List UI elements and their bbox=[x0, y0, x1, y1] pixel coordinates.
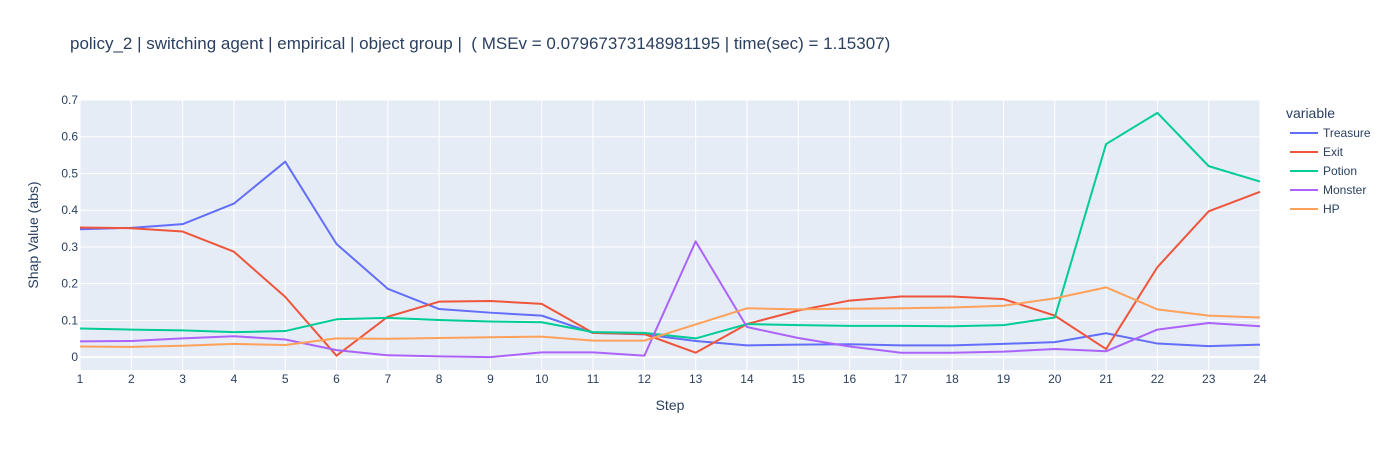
y-tick-label: 0.2 bbox=[61, 277, 78, 291]
x-tick-label: 4 bbox=[231, 372, 238, 386]
y-axis-ticks: 0 0.1 0.2 0.3 0.4 0.5 0.6 0.7 bbox=[61, 93, 78, 364]
x-tick-label: 19 bbox=[997, 372, 1011, 386]
y-tick-label: 0.4 bbox=[61, 203, 78, 217]
plot-area bbox=[80, 100, 1260, 370]
series-line-hp bbox=[79, 286, 1261, 348]
x-tick-label: 6 bbox=[333, 372, 340, 386]
series-lines bbox=[79, 111, 1261, 359]
series-line-treasure bbox=[79, 160, 1261, 348]
y-tick-label: 0.3 bbox=[61, 240, 78, 254]
x-axis-title: Step bbox=[656, 397, 685, 413]
x-tick-label: 24 bbox=[1253, 372, 1267, 386]
x-tick-label: 17 bbox=[894, 372, 908, 386]
grid-lines bbox=[79, 99, 1261, 370]
x-tick-label: 13 bbox=[689, 372, 703, 386]
x-tick-label: 15 bbox=[792, 372, 806, 386]
legend-label-exit: Exit bbox=[1323, 145, 1344, 159]
y-tick-label: 0.7 bbox=[61, 93, 78, 107]
x-tick-label: 23 bbox=[1202, 372, 1216, 386]
y-tick-label: 0 bbox=[71, 350, 78, 364]
x-tick-label: 18 bbox=[945, 372, 959, 386]
x-tick-label: 7 bbox=[384, 372, 391, 386]
x-tick-label: 22 bbox=[1151, 372, 1165, 386]
x-tick-label: 12 bbox=[638, 372, 652, 386]
x-tick-label: 2 bbox=[128, 372, 135, 386]
x-tick-label: 10 bbox=[535, 372, 549, 386]
y-axis-title: Shap Value (abs) bbox=[25, 181, 41, 288]
x-tick-label: 14 bbox=[740, 372, 754, 386]
chart-title: policy_2 | switching agent | empirical |… bbox=[70, 34, 891, 53]
x-tick-label: 16 bbox=[843, 372, 857, 386]
legend: variable Treasure Exit Potion Monster HP bbox=[1286, 105, 1371, 216]
series-line-exit bbox=[79, 190, 1261, 357]
x-tick-label: 3 bbox=[179, 372, 186, 386]
legend-label-monster: Monster bbox=[1323, 183, 1366, 197]
y-tick-label: 0.1 bbox=[61, 313, 78, 327]
x-tick-label: 5 bbox=[282, 372, 289, 386]
series-line-potion bbox=[79, 111, 1261, 340]
legend-label-potion: Potion bbox=[1323, 164, 1357, 178]
y-tick-label: 0.6 bbox=[61, 130, 78, 144]
x-axis-ticks: 1 2 3 4 5 6 7 8 9 10 11 12 13 14 15 16 17 18 19 20 21 22 23 24 bbox=[77, 372, 1267, 386]
x-tick-label: 1 bbox=[77, 372, 84, 386]
series-line-monster bbox=[79, 240, 1261, 359]
y-tick-label: 0.5 bbox=[61, 166, 78, 180]
x-tick-label: 9 bbox=[487, 372, 494, 386]
x-tick-label: 8 bbox=[436, 372, 443, 386]
x-tick-label: 20 bbox=[1048, 372, 1062, 386]
legend-label-treasure: Treasure bbox=[1323, 126, 1371, 140]
legend-title: variable bbox=[1286, 105, 1335, 121]
x-tick-label: 11 bbox=[587, 372, 600, 386]
x-tick-label: 21 bbox=[1099, 372, 1113, 386]
legend-label-hp: HP bbox=[1323, 202, 1340, 216]
